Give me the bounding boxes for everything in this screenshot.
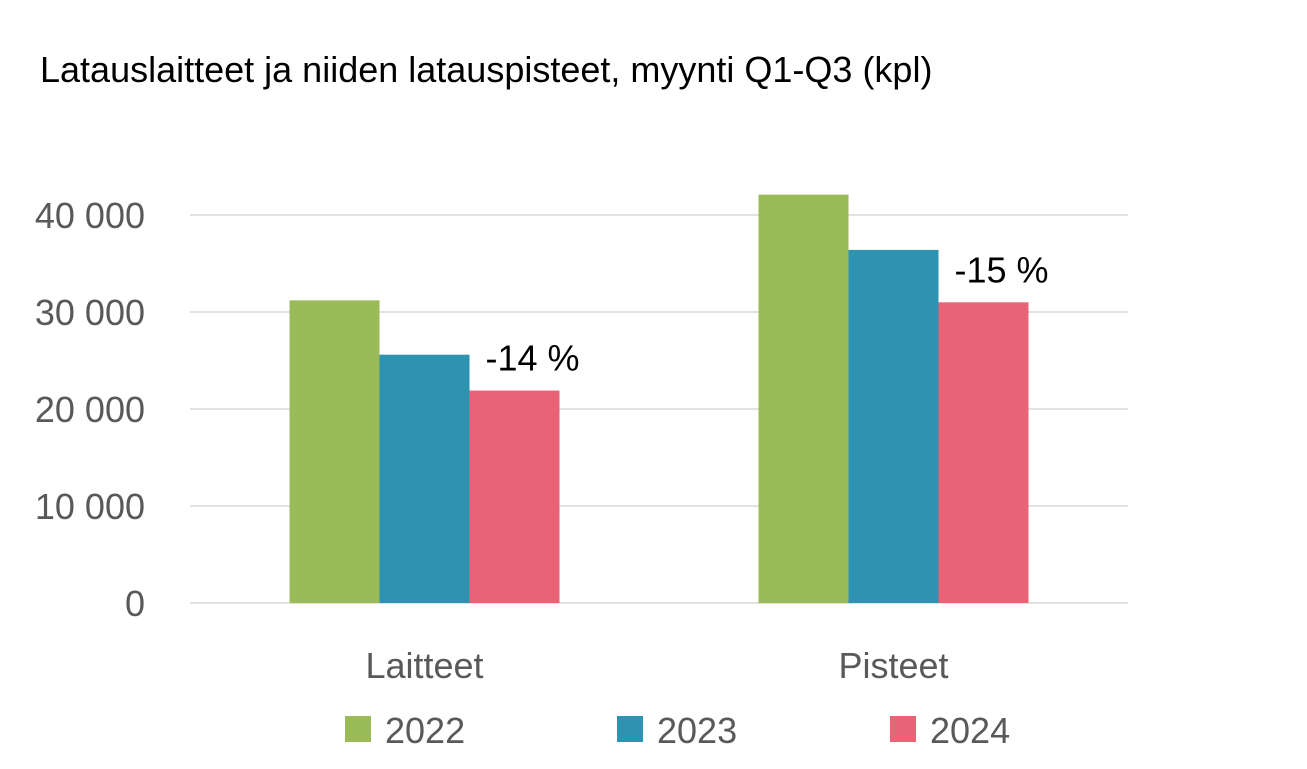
y-tick-label: 40 000 xyxy=(35,195,145,236)
legend-swatch xyxy=(617,716,643,742)
bar-laitteet-2022 xyxy=(289,300,380,603)
y-tick-label: 0 xyxy=(125,583,145,624)
legend-label: 2023 xyxy=(657,710,737,751)
bar-laitteet-2024 xyxy=(469,390,560,603)
bar-pisteet-2023 xyxy=(848,249,939,604)
change-annotation: -15 % xyxy=(955,249,1049,290)
legend-swatch xyxy=(345,716,371,742)
y-tick-label: 30 000 xyxy=(35,292,145,333)
legend-label: 2022 xyxy=(385,710,465,751)
bar-pisteet-2024 xyxy=(938,302,1029,603)
bar-laitteet-2023 xyxy=(379,354,470,603)
change-annotation: -14 % xyxy=(486,338,580,379)
legend-item-2024: 2024 xyxy=(890,710,1010,751)
chart-title: Latauslaitteet ja niiden latauspisteet, … xyxy=(40,49,932,90)
legend-swatch xyxy=(890,716,916,742)
legend-label: 2024 xyxy=(930,710,1010,751)
x-category-label: Laitteet xyxy=(365,645,483,686)
bar-pisteet-2022 xyxy=(758,194,849,603)
legend-item-2023: 2023 xyxy=(617,710,737,751)
x-category-label: Pisteet xyxy=(838,645,948,686)
y-tick-label: 20 000 xyxy=(35,389,145,430)
y-tick-label: 10 000 xyxy=(35,486,145,527)
legend-item-2022: 2022 xyxy=(345,710,465,751)
